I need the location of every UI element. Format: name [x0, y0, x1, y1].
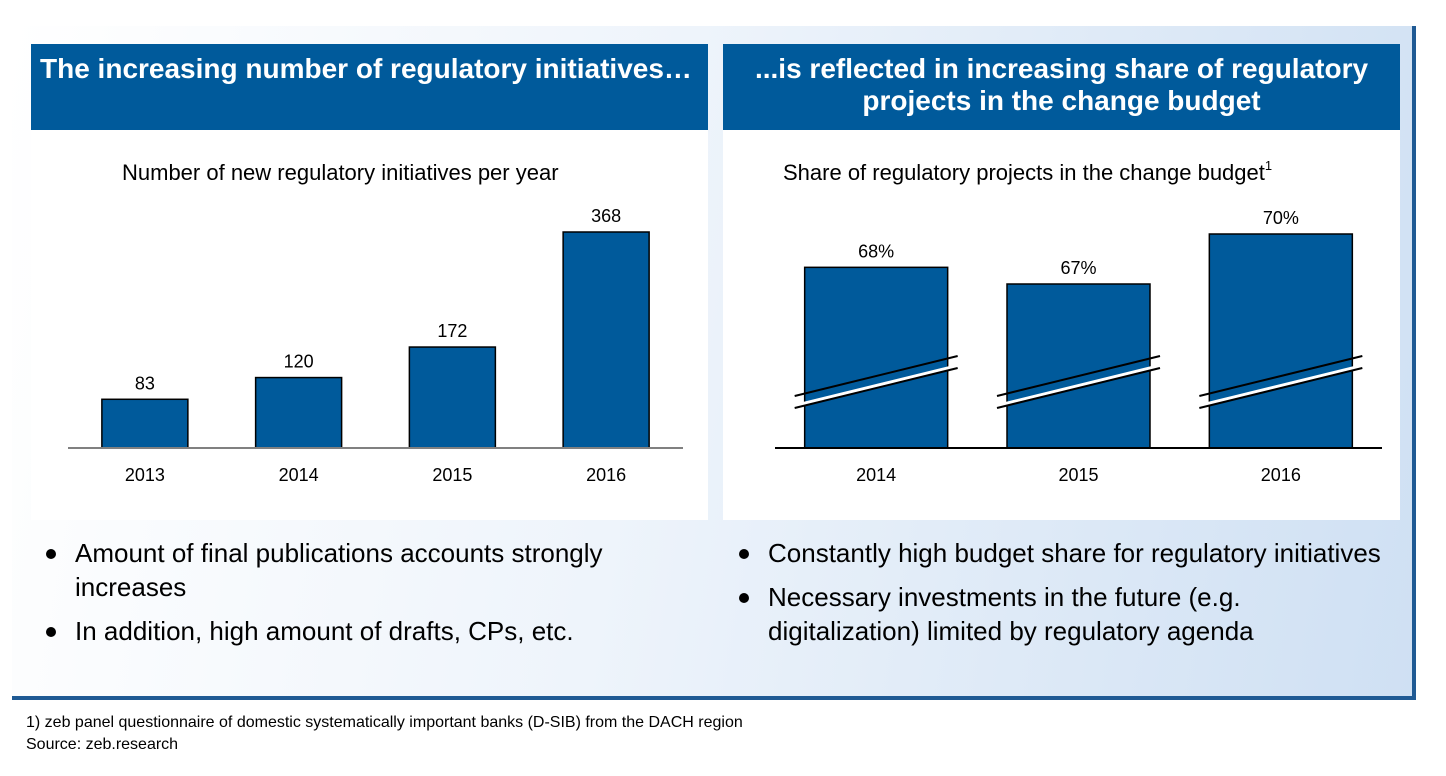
axis-break-line [996, 355, 1161, 397]
x-tick-label-2015: 2015 [1058, 465, 1098, 485]
axis-break-line [794, 355, 958, 397]
left-chart-title: Number of new regulatory initiatives per… [122, 160, 559, 185]
x-tick-label-2015: 2015 [432, 465, 472, 485]
initiatives-bar-chart: 83 2013 120 2014 172 2015 368 2016 [68, 206, 683, 485]
x-tick-label-2016: 2016 [586, 465, 626, 485]
bullet-icon [46, 549, 56, 559]
left-bullet-list: Amount of final publications accounts st… [44, 536, 704, 658]
axis-break-line [794, 367, 958, 409]
footnote-text: 1) zeb panel questionnaire of domestic s… [26, 714, 743, 731]
data-label-2014: 68% [858, 241, 894, 261]
bullet-text: Constantly high budget share for regulat… [768, 538, 1381, 568]
bullet-text: Necessary investments in the future (e.g… [768, 582, 1254, 646]
source-text: Source: zeb.research [26, 736, 179, 753]
data-label-2015: 172 [437, 321, 467, 341]
bullet-text: In addition, high amount of drafts, CPs,… [75, 616, 574, 646]
data-label-2016: 368 [591, 206, 621, 226]
data-label-2014: 120 [284, 352, 314, 372]
list-item: In addition, high amount of drafts, CPs,… [44, 614, 704, 648]
bullet-icon [46, 627, 56, 637]
x-tick-label-2014: 2014 [856, 465, 896, 485]
left-header: The increasing number of regulatory init… [31, 44, 708, 130]
bar-2016 [1208, 233, 1354, 449]
x-tick-label-2016: 2016 [1261, 465, 1301, 485]
axis-break-line [996, 367, 1161, 409]
footnote: 1) zeb panel questionnaire of domestic s… [26, 712, 743, 756]
data-label-2013: 83 [135, 373, 155, 393]
list-item: Necessary investments in the future (e.g… [737, 580, 1397, 648]
list-item: Constantly high budget share for regulat… [737, 536, 1397, 570]
bullet-icon [739, 549, 749, 559]
data-label-2015: 67% [1060, 258, 1096, 278]
right-bullet-list: Constantly high budget share for regulat… [737, 536, 1397, 658]
right-chart-title: Share of regulatory projects in the chan… [783, 158, 1273, 186]
x-tick-label-2014: 2014 [279, 465, 319, 485]
bullet-icon [739, 593, 749, 603]
budget-share-bar-chart: 68% 2014 67% 2015 70% 2016 [775, 208, 1382, 485]
axis-break-line [1199, 355, 1363, 397]
axis-break-line [1199, 367, 1363, 409]
bullet-text: Amount of final publications accounts st… [75, 538, 603, 602]
list-item: Amount of final publications accounts st… [44, 536, 704, 604]
bar-2014 [803, 266, 949, 449]
bar-2015 [1006, 283, 1151, 449]
x-tick-label-2013: 2013 [125, 465, 165, 485]
right-header: ...is reflected in increasing share of r… [723, 44, 1400, 130]
right-chart-title-text: Share of regulatory projects in the chan… [783, 160, 1265, 185]
bar-2016 [562, 231, 650, 449]
bar-2013 [101, 398, 189, 449]
data-label-2016: 70% [1263, 208, 1299, 228]
footnote-marker: 1 [1264, 158, 1273, 173]
bar-2014 [254, 376, 343, 449]
